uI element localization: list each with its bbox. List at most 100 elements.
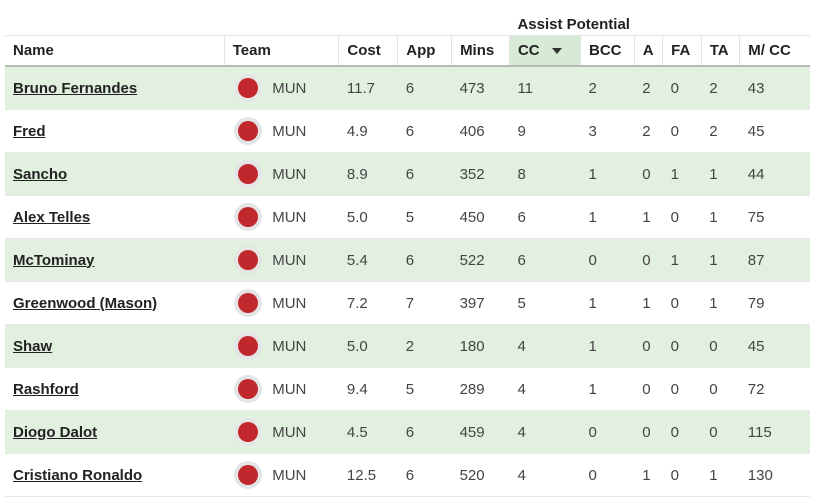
table-body: Bruno Fernandes MUN 11.7 6 473 11 2 2 0 2 43 Fred MU… <box>5 66 810 497</box>
player-name-link[interactable]: Bruno Fernandes <box>13 79 138 97</box>
stat-mcc-cell: 72 <box>739 367 810 411</box>
team-cell: MUN <box>224 410 339 454</box>
player-name-cell: Shaw <box>5 324 225 368</box>
column-header-app[interactable]: App <box>397 35 452 67</box>
player-name-link[interactable]: Alex Telles <box>13 208 91 226</box>
stat-cost-cell: 4.9 <box>338 109 398 153</box>
team-badge-dot <box>238 164 259 184</box>
team-badge-icon <box>234 375 263 403</box>
stat-ta-cell: 1 <box>701 281 740 325</box>
stat-fa-cell: 1 <box>662 152 702 196</box>
team-cell: MUN <box>224 109 339 153</box>
stat-mins-cell: 473 <box>451 66 510 110</box>
sort-descending-icon <box>551 48 562 55</box>
stat-a-cell: 0 <box>634 410 663 454</box>
column-header-name[interactable]: Name <box>5 35 225 67</box>
table-row: Shaw MUN 5.0 2 180 4 1 0 0 0 45 <box>5 324 810 368</box>
stat-a-cell: 0 <box>634 238 663 282</box>
column-header-a[interactable]: A <box>633 35 663 67</box>
team-badge-dot <box>238 379 259 399</box>
column-header-cc-label: CC <box>517 42 540 59</box>
team-badge-icon <box>234 203 263 231</box>
team: MUN <box>232 74 306 102</box>
stat-mcc-cell: 45 <box>739 324 810 368</box>
stat-mins-cell: 522 <box>451 238 510 282</box>
team-cell: MUN <box>224 281 339 325</box>
team-badge-icon <box>234 117 263 145</box>
team-code: MUN <box>272 466 307 484</box>
stat-cost-cell: 9.4 <box>338 367 398 411</box>
stat-app-cell: 2 <box>397 324 452 368</box>
stat-fa-cell: 0 <box>662 109 702 153</box>
stat-fa-cell: 0 <box>662 195 702 239</box>
team-cell: MUN <box>224 367 339 411</box>
table-row: Bruno Fernandes MUN 11.7 6 473 11 2 2 0 2 43 <box>5 66 810 110</box>
team-cell: MUN <box>224 324 339 368</box>
team-code: MUN <box>272 380 307 398</box>
team-badge-dot <box>238 207 259 227</box>
player-name-link[interactable]: McTominay <box>13 251 95 269</box>
stat-mins-cell: 520 <box>451 453 510 497</box>
stat-ta-cell: 2 <box>701 109 740 153</box>
stat-mcc-cell: 45 <box>739 109 810 153</box>
player-name-link[interactable]: Cristiano Ronaldo <box>13 466 143 484</box>
column-header-mins[interactable]: Mins <box>451 35 510 67</box>
player-name-cell: Sancho <box>5 152 225 196</box>
stat-cost-cell: 8.9 <box>338 152 398 196</box>
team-code: MUN <box>272 79 307 97</box>
column-header-cc[interactable]: CC <box>508 35 581 67</box>
stat-mcc-cell: 44 <box>739 152 810 196</box>
player-name-link[interactable]: Diogo Dalot <box>13 423 98 441</box>
stat-bcc-cell: 1 <box>580 281 635 325</box>
column-header-bcc[interactable]: BCC <box>579 35 635 67</box>
stat-cost-cell: 5.4 <box>338 238 398 282</box>
team: MUN <box>232 375 306 403</box>
stat-ta-cell: 1 <box>701 453 740 497</box>
stat-bcc-cell: 0 <box>580 238 635 282</box>
player-name-link[interactable]: Fred <box>13 122 46 140</box>
team-badge-dot <box>238 121 259 141</box>
stat-cc-cell: 4 <box>509 367 581 411</box>
stat-cc-cell: 5 <box>509 281 581 325</box>
team-code: MUN <box>272 294 307 312</box>
stat-cc-cell: 6 <box>509 195 581 239</box>
table-row: Rashford MUN 9.4 5 289 4 1 0 0 0 72 <box>5 367 810 411</box>
team-badge-dot <box>238 336 259 356</box>
player-name-link[interactable]: Shaw <box>13 337 53 355</box>
stat-a-cell: 0 <box>634 324 663 368</box>
player-name-link[interactable]: Rashford <box>13 380 79 398</box>
column-header-team[interactable]: Team <box>223 35 339 67</box>
stat-cc-cell: 6 <box>509 238 581 282</box>
stat-cc-cell: 4 <box>509 410 581 454</box>
team-badge-icon <box>234 246 263 274</box>
stat-fa-cell: 0 <box>662 324 702 368</box>
table-row: Diogo Dalot MUN 4.5 6 459 4 0 0 0 0 115 <box>5 410 810 454</box>
column-header-mcc[interactable]: M/ CC <box>739 35 810 67</box>
player-name-cell: Alex Telles <box>5 195 225 239</box>
player-name-link[interactable]: Sancho <box>13 165 68 183</box>
table-row: Sancho MUN 8.9 6 352 8 1 0 1 1 44 <box>5 152 810 196</box>
column-header-fa[interactable]: FA <box>662 35 702 67</box>
stat-fa-cell: 0 <box>662 281 702 325</box>
stat-fa-cell: 0 <box>662 66 702 110</box>
stat-cost-cell: 5.0 <box>338 195 398 239</box>
team: MUN <box>232 332 306 360</box>
player-name-link[interactable]: Greenwood (Mason) <box>13 294 158 312</box>
column-header-cost[interactable]: Cost <box>338 35 398 67</box>
team: MUN <box>232 246 306 274</box>
stat-mins-cell: 397 <box>451 281 510 325</box>
column-header-ta[interactable]: TA <box>700 35 740 67</box>
stat-cc-cell: 4 <box>509 453 581 497</box>
stat-fa-cell: 1 <box>662 238 702 282</box>
stat-bcc-cell: 0 <box>580 453 635 497</box>
stat-ta-cell: 0 <box>701 324 740 368</box>
team-cell: MUN <box>224 195 339 239</box>
team-cell: MUN <box>224 66 339 110</box>
column-header-row: Name Team Cost App Mins CC BCC A FA TA M… <box>5 35 810 67</box>
stat-mins-cell: 352 <box>451 152 510 196</box>
stat-cost-cell: 5.0 <box>338 324 398 368</box>
team: MUN <box>232 461 306 489</box>
stat-app-cell: 7 <box>397 281 452 325</box>
column-group-row: Assist Potential <box>5 0 810 36</box>
